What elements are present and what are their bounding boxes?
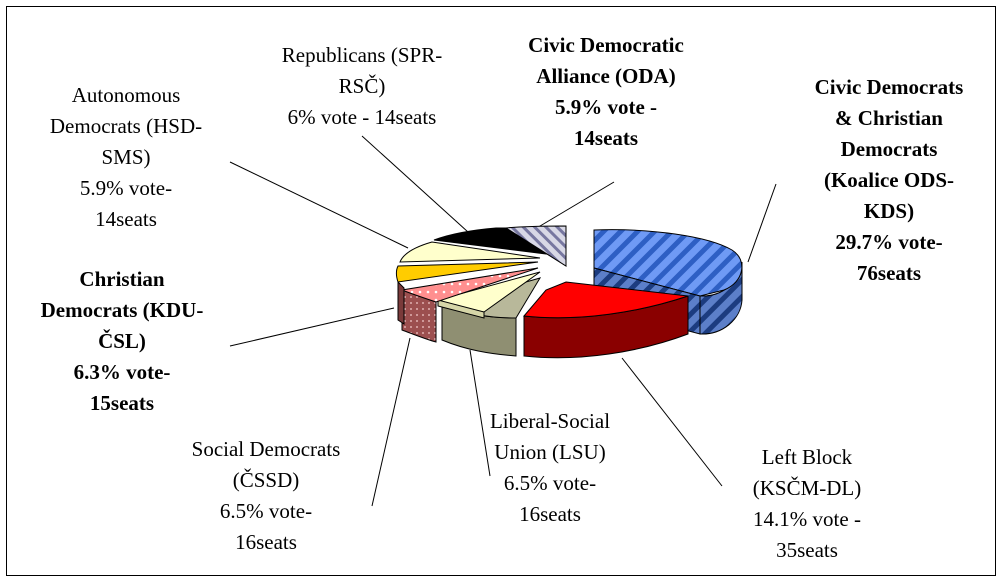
label-oda: Civic Democratic Alliance (ODA) 5.9% vot… xyxy=(528,33,684,150)
slice-cssd-side xyxy=(437,299,485,319)
slice-kscm-dl-top xyxy=(523,281,689,319)
label-ods-kds: Civic Democrats & Christian Democrats (K… xyxy=(814,75,964,285)
slice-hsd-sms-top xyxy=(399,241,541,263)
leader-lines xyxy=(229,135,777,507)
slice-ods-kds-top xyxy=(593,229,743,297)
leader-line-hsd xyxy=(229,161,409,249)
leader-line-spr xyxy=(361,135,469,233)
slice-kscm-dl xyxy=(523,281,689,359)
slice-oda-top2 xyxy=(504,225,567,267)
label-spr-rsc: Republicans (SPR- RSČ) 6% vote - 14seats xyxy=(281,43,443,129)
label-kdu-csl: Christian Democrats (KDU- ČSL) 6.3% vote… xyxy=(40,267,204,415)
label-kscm-dl: Left Block (KSČM-DL) 14.1% vote - 35seat… xyxy=(752,445,862,562)
leader-line-ods-kds xyxy=(747,183,777,263)
chart-frame xyxy=(6,6,996,576)
slice-oda xyxy=(504,225,567,267)
slice-small-gold xyxy=(396,261,539,283)
slice-small xyxy=(396,261,539,325)
label-lsu: Liberal-Social Union (LSU) 6.5% vote- 16… xyxy=(489,409,611,526)
leader-line-lsu xyxy=(469,349,491,477)
leader-line-cssd xyxy=(371,337,411,507)
leader-line-kdu xyxy=(229,307,395,347)
leader-line-kscm xyxy=(621,357,723,487)
slice-small-brown xyxy=(397,280,405,325)
label-cssd: Social Democrats (ČSSD) 6.5% vote- 16sea… xyxy=(191,437,341,554)
slice-hsd-sms xyxy=(399,241,541,263)
leader-line-oda xyxy=(529,181,615,233)
label-hsd-sms: Autonomous Democrats (HSD- SMS) 5.9% vot… xyxy=(49,83,203,231)
slice-ods-kds-side xyxy=(699,261,743,335)
